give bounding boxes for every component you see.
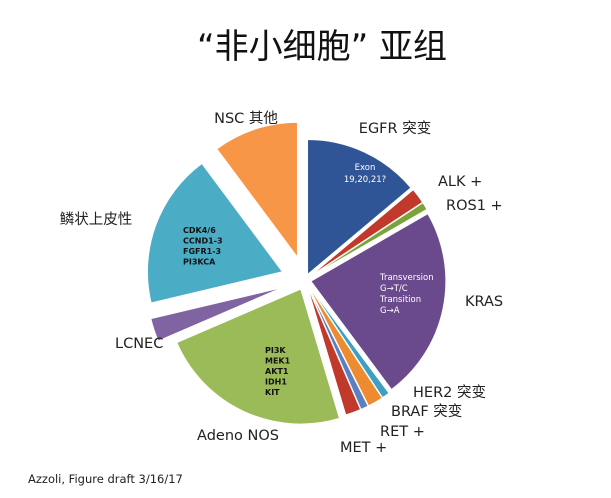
slice-label: 鳞状上皮性	[60, 211, 133, 228]
slice-label: KRAS	[465, 294, 503, 310]
slice-inner-label: CCND1-3	[183, 237, 223, 246]
pie-slice	[307, 139, 412, 276]
pie-slice	[306, 285, 362, 416]
slice-label: ALK +	[438, 174, 482, 190]
slice-label: NSC 其他	[214, 110, 278, 127]
slice-label: RET +	[380, 424, 425, 440]
pie-slice	[307, 285, 369, 411]
slice-label: LCNEC	[115, 336, 163, 352]
figure-caption: Azzoli, Figure draft 3/16/17	[28, 472, 183, 486]
slice-inner-label: Exon	[355, 163, 376, 173]
slice-inner-label: FGFR1-3	[183, 247, 221, 256]
slice-inner-label: KIT	[265, 388, 280, 397]
pie-slice	[146, 162, 284, 304]
slice-label: ROS1 +	[446, 198, 503, 214]
pie-slice	[310, 213, 447, 391]
slice-label: BRAF 突变	[391, 403, 462, 420]
slice-inner-label: PI3KCA	[183, 258, 216, 267]
slice-inner-label: IDH1	[265, 378, 287, 387]
slice-labels: EGFR 突变 Exon 19,20,21? ALK + ROS1 + KRAS Trans…	[60, 110, 503, 456]
slice-inner-label: AKT1	[265, 367, 289, 376]
pie-slice	[309, 201, 428, 278]
pie-slice	[308, 284, 390, 399]
slice-label: EGFR 突变	[359, 120, 431, 137]
slice-inner-label: PI3K	[265, 346, 286, 355]
slice-inner-label: G→T/C	[380, 284, 408, 294]
pie-slice	[216, 121, 298, 259]
pie-chart	[146, 121, 447, 425]
pie-slice	[309, 188, 424, 277]
pie-slice	[307, 284, 383, 407]
slice-label: Adeno NOS	[197, 428, 279, 444]
slice-label: HER2 突变	[413, 384, 486, 401]
chart-title: “非小细胞” 亚组	[197, 27, 447, 67]
slice-inner-label: Transversion	[379, 273, 434, 283]
slice-inner-label: CDK4/6	[183, 226, 216, 235]
slice-inner-label: MEK1	[265, 357, 291, 366]
slice-inner-label: 19,20,21?	[344, 175, 386, 185]
slice-label: MET +	[340, 440, 387, 456]
slice-inner-label: Transition	[379, 295, 421, 305]
slice-inner-label: G→A	[380, 306, 400, 316]
pie-slice	[176, 288, 341, 425]
pie-slice	[150, 287, 283, 342]
